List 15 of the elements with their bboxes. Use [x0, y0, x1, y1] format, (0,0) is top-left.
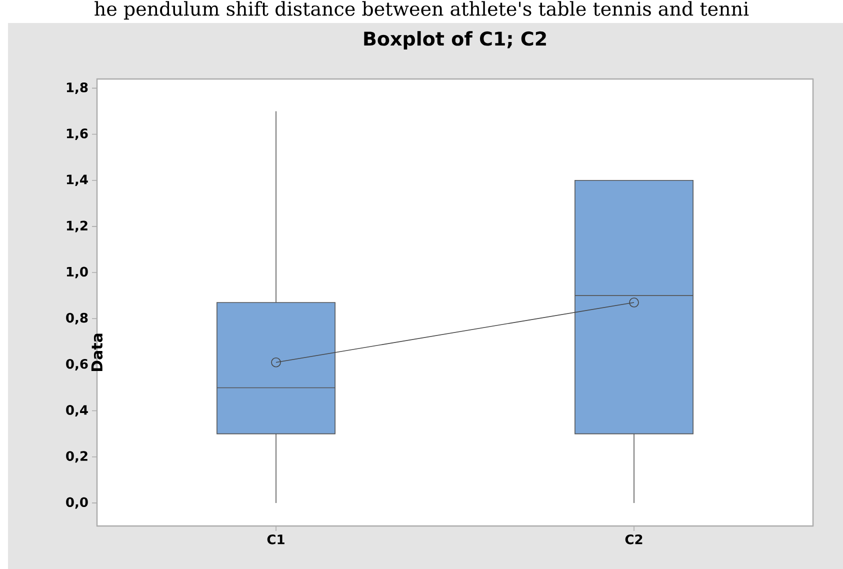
x-tick-label: C1 [267, 534, 284, 544]
y-tick-label: 1,6 [66, 128, 88, 140]
y-tick-label: 0,2 [66, 451, 88, 463]
x-tick-label: C2 [625, 534, 642, 544]
y-tick-label: 0,4 [66, 405, 88, 417]
y-tick-label: 1,0 [66, 266, 88, 278]
y-tick-label: 1,4 [66, 174, 88, 186]
y-axis-title: Data [91, 334, 103, 372]
y-tick-label: 0,8 [66, 312, 88, 324]
chart-title: Boxplot of C1; C2 [364, 31, 546, 50]
y-tick-label: 0,6 [66, 358, 88, 370]
text: he pendulum shift distance between athlete's table tennis and tenni [94, 1, 749, 20]
y-tick-label: 0,0 [66, 497, 88, 509]
y-tick-label: 1,2 [66, 220, 88, 232]
y-tick-label: 1,8 [66, 82, 88, 94]
